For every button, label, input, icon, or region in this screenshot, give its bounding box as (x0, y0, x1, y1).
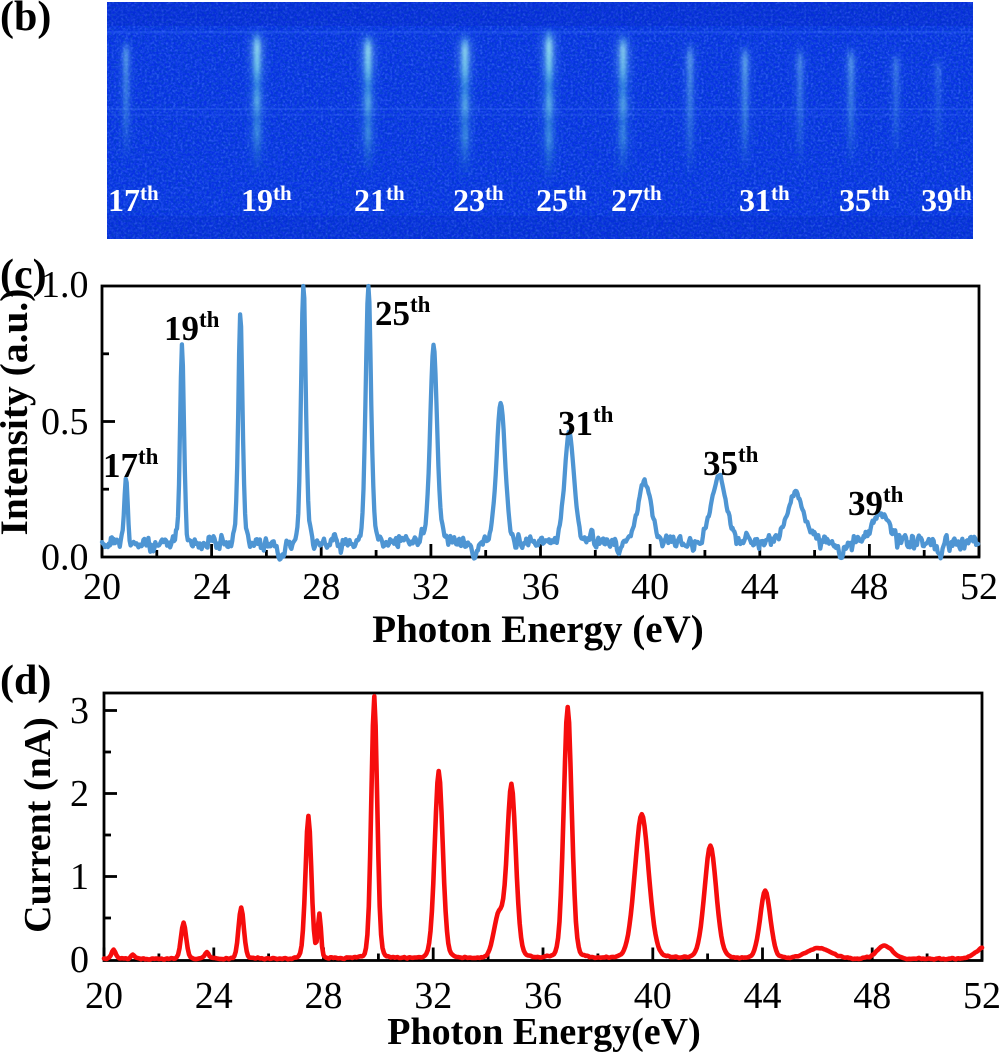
svg-text:32: 32 (412, 566, 450, 608)
svg-text:3: 3 (70, 690, 89, 732)
svg-text:(d): (d) (0, 658, 51, 704)
svg-text:1: 1 (70, 856, 89, 898)
svg-text:52: 52 (960, 566, 998, 608)
svg-text:48: 48 (853, 975, 891, 1017)
svg-text:24: 24 (195, 975, 233, 1017)
svg-text:39th: 39th (848, 482, 904, 523)
svg-text:0.5: 0.5 (41, 401, 89, 443)
svg-text:25th: 25th (375, 292, 431, 333)
svg-text:0.0: 0.0 (41, 537, 89, 579)
svg-text:31th: 31th (558, 402, 614, 443)
svg-text:(b): (b) (0, 0, 51, 40)
svg-text:35th: 35th (703, 442, 759, 483)
svg-text:Photon Energy(eV): Photon Energy(eV) (387, 1011, 700, 1053)
svg-text:(c): (c) (0, 252, 47, 298)
svg-text:2: 2 (70, 773, 89, 815)
svg-text:17th: 17th (108, 181, 159, 218)
svg-text:48: 48 (850, 566, 888, 608)
svg-text:40: 40 (634, 975, 672, 1017)
svg-text:36: 36 (524, 975, 562, 1017)
svg-text:36: 36 (522, 566, 560, 608)
svg-text:0: 0 (70, 939, 89, 981)
svg-text:32: 32 (414, 975, 452, 1017)
svg-text:1.0: 1.0 (41, 264, 89, 306)
svg-text:28: 28 (302, 566, 340, 608)
svg-text:20: 20 (85, 975, 123, 1017)
svg-text:44: 44 (744, 975, 782, 1017)
svg-text:Intensity (a.u.): Intensity (a.u.) (0, 289, 36, 536)
svg-text:27th: 27th (611, 181, 662, 218)
svg-text:52: 52 (963, 975, 1000, 1017)
svg-text:Photon Energy (eV): Photon Energy (eV) (372, 608, 703, 651)
svg-text:28: 28 (305, 975, 343, 1017)
svg-text:24: 24 (193, 566, 231, 608)
svg-text:Current (nA): Current (nA) (17, 717, 59, 933)
svg-text:17th: 17th (103, 444, 159, 485)
svg-text:40: 40 (631, 566, 669, 608)
svg-text:44: 44 (741, 566, 779, 608)
svg-text:20: 20 (83, 566, 121, 608)
svg-text:19th: 19th (164, 307, 220, 348)
